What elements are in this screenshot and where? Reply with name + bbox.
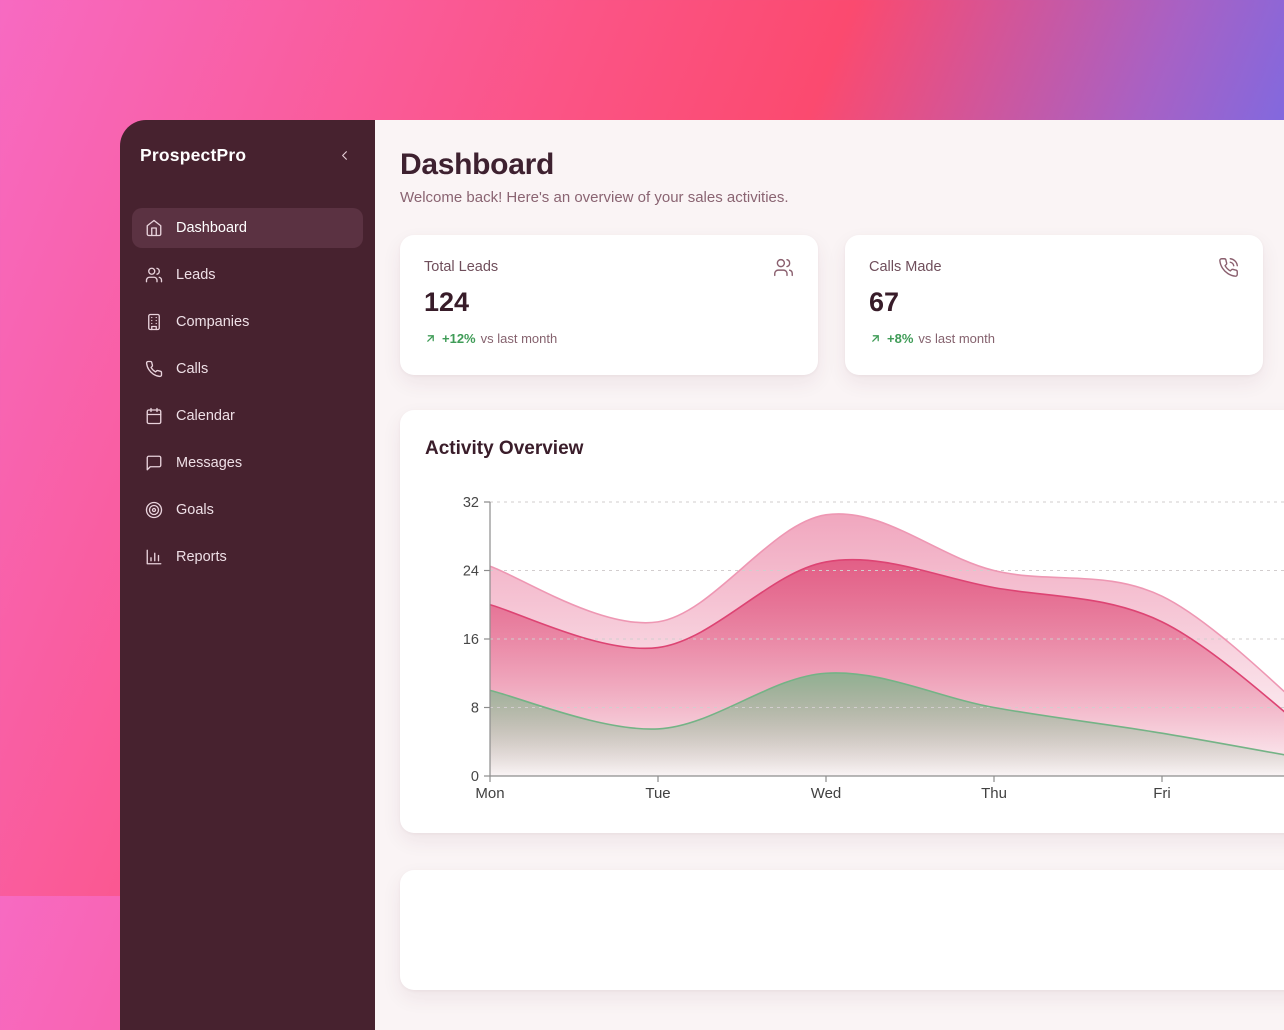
line-upper-pink-band <box>489 513 1284 693</box>
y-tick-label: 0 <box>471 769 479 785</box>
sidebar-item-label: Calendar <box>176 408 235 424</box>
stat-value: 67 <box>869 287 900 317</box>
stat-change-note: vs last month <box>480 331 558 346</box>
y-tick-label: 32 <box>463 495 479 511</box>
users-icon <box>773 257 794 283</box>
activity-overview-card: Activity Overview 0 8 16 24 32 Mon Tue Wed Thu Fr… <box>400 410 1284 833</box>
stat-card-total-leads: Total Leads 124 +12% vs last month <box>400 235 818 375</box>
chart-title: Activity Overview <box>425 438 584 459</box>
stat-value: 124 <box>424 287 470 317</box>
chevron-left-icon <box>341 150 347 160</box>
activity-area-chart: 08162432MonTueWedThuFriSat <box>463 495 1284 802</box>
target-icon <box>145 501 163 519</box>
x-tick-label: Fri <box>1153 785 1171 802</box>
y-tick-label: 8 <box>471 701 479 717</box>
x-tick-label: Wed <box>811 785 842 802</box>
stat-label: Total Leads <box>424 259 499 275</box>
home-icon <box>146 219 162 237</box>
message-square-icon <box>146 455 162 471</box>
partial-bottom-card <box>400 870 1284 990</box>
page-subtitle: Welcome back! Here's an overview of your… <box>400 189 789 206</box>
sidebar-item-label: Reports <box>176 549 227 565</box>
trend-up-icon <box>869 332 882 345</box>
y-tick-label: 24 <box>463 564 479 580</box>
app-window: ProspectPro Dashboard Leads Companies Ca… <box>120 120 1284 1030</box>
y-tick-label: 16 <box>463 632 479 648</box>
building-icon <box>148 313 160 331</box>
stat-card-calls-made: Calls Made 67 +8% vs last month <box>845 235 1263 375</box>
sidebar-item-label: Leads <box>176 267 216 283</box>
sidebar-header: ProspectPro <box>132 138 363 172</box>
sidebar-item-calls[interactable]: Calls <box>132 349 363 389</box>
stat-label: Calls Made <box>869 259 942 275</box>
main-content: Dashboard Welcome back! Here's an overvi… <box>375 120 1284 1030</box>
page-title: Dashboard <box>400 148 554 181</box>
stat-change: +8% <box>887 331 914 346</box>
sidebar-item-calendar[interactable]: Calendar <box>132 396 363 436</box>
area-lower-green-band <box>490 672 1284 776</box>
sidebar-item-goals[interactable]: Goals <box>132 490 363 530</box>
stat-change: +12% <box>442 331 476 346</box>
line-lower-green-band <box>489 672 1284 756</box>
stat-trend: +12% vs last month <box>424 331 794 346</box>
bar-chart-icon <box>146 549 162 565</box>
x-tick-label: Tue <box>645 785 670 802</box>
calendar-icon <box>146 407 162 425</box>
sidebar-item-companies[interactable]: Companies <box>132 302 363 342</box>
stat-trend: +8% vs last month <box>869 331 1239 346</box>
sidebar-item-reports[interactable]: Reports <box>132 537 363 577</box>
users-icon <box>145 267 163 283</box>
stat-change-note: vs last month <box>918 331 995 346</box>
phone-call-icon <box>1218 257 1239 283</box>
sidebar-item-dashboard[interactable]: Dashboard <box>132 208 363 248</box>
sidebar-item-messages[interactable]: Messages <box>132 443 363 483</box>
stat-cards-row: Total Leads 124 +12% vs last month Calls… <box>400 235 1284 375</box>
x-tick-label: Mon <box>475 785 504 802</box>
phone-icon <box>145 360 163 378</box>
app-logo-text: ProspectPro <box>140 144 247 165</box>
sidebar-item-label: Messages <box>176 455 243 471</box>
sidebar-nav: Dashboard Leads Companies Calls Calendar… <box>132 208 363 577</box>
sidebar-item-label: Calls <box>176 361 209 377</box>
x-tick-label: Thu <box>981 785 1007 802</box>
sidebar: ProspectPro Dashboard Leads Companies Ca… <box>120 120 375 1030</box>
sidebar-collapse-button[interactable] <box>333 144 355 166</box>
line-middle-rose-band <box>489 558 1284 713</box>
sidebar-item-label: Goals <box>176 502 214 518</box>
sidebar-item-label: Dashboard <box>176 220 247 236</box>
trend-up-icon <box>424 332 437 345</box>
sidebar-item-label: Companies <box>176 314 250 330</box>
sidebar-item-leads[interactable]: Leads <box>132 255 363 295</box>
